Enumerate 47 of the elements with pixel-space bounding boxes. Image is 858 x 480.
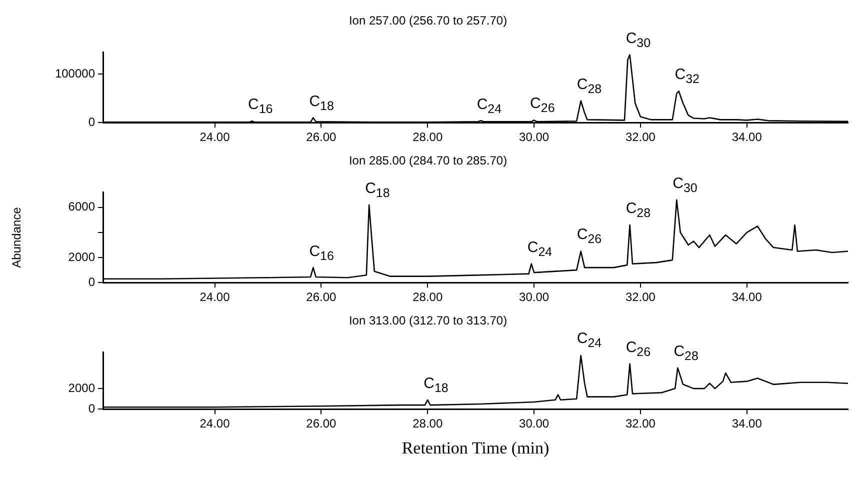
annotation: C$_{26}$ bbox=[626, 338, 651, 360]
x-tick-label: 26.00 bbox=[306, 130, 337, 144]
chart-title: Ion 313.00 (312.70 to 313.70) bbox=[348, 314, 508, 328]
annotation: C$_{24}$ bbox=[527, 238, 552, 260]
annotation: C$_{18}$ bbox=[424, 374, 448, 396]
y-tick-label: 2000 bbox=[68, 250, 96, 264]
annotation: C$_{16}$ bbox=[248, 96, 273, 118]
y-tick-label: 0 bbox=[88, 274, 96, 289]
chart-title: Ion 257.00 (256.70 to 257.70) bbox=[348, 14, 508, 28]
annotation: C$_{32}$ bbox=[674, 66, 700, 88]
annotation: C$_{24}$ bbox=[576, 330, 602, 352]
annotation: C$_{16}$ bbox=[309, 242, 334, 264]
annotation: C$_{28}$ bbox=[674, 342, 698, 364]
x-tick-label: 28.00 bbox=[412, 416, 443, 431]
x-tick-label: 32.00 bbox=[625, 416, 656, 431]
annotation: C$_{24}$ bbox=[476, 96, 502, 117]
y-tick-label: 6000 bbox=[68, 200, 96, 214]
annotation: C$_{30}$ bbox=[672, 174, 698, 196]
x-tick-label: 24.00 bbox=[200, 290, 230, 304]
annotation: C$_{26}$ bbox=[530, 95, 555, 116]
annotation: C$_{18}$ bbox=[365, 180, 390, 201]
x-tick-label: 26.00 bbox=[306, 290, 337, 304]
x-tick-label: 24.00 bbox=[200, 416, 230, 431]
x-tick-label: 28.00 bbox=[412, 290, 443, 304]
x-tick-label: 34.00 bbox=[732, 290, 762, 304]
x-axis-title: Retention Time (min) bbox=[402, 438, 550, 458]
x-tick-label: 34.00 bbox=[732, 416, 762, 431]
x-tick-label: 26.00 bbox=[306, 416, 337, 431]
x-tick-label: 32.00 bbox=[625, 130, 656, 144]
x-tick-label: 30.00 bbox=[519, 416, 550, 431]
annotation: C$_{26}$ bbox=[576, 226, 602, 248]
x-tick-label: 28.00 bbox=[412, 130, 443, 144]
annotation: C$_{18}$ bbox=[309, 92, 334, 114]
y-tick-label: 100000 bbox=[54, 66, 96, 80]
y-tick-label: 0 bbox=[88, 402, 96, 416]
y-tick-label: 2000 bbox=[68, 380, 96, 395]
x-tick-label: 34.00 bbox=[732, 130, 762, 144]
chart-title: Ion 285.00 (284.70 to 285.70) bbox=[348, 154, 508, 168]
x-tick-label: 32.00 bbox=[625, 290, 656, 304]
y-tick-label: 0 bbox=[88, 114, 96, 129]
x-tick-label: 30.00 bbox=[519, 290, 550, 304]
annotation: C$_{28}$ bbox=[626, 200, 651, 221]
x-tick-label: 24.00 bbox=[200, 130, 230, 144]
annotation: C$_{28}$ bbox=[576, 76, 602, 97]
annotation: C$_{30}$ bbox=[626, 30, 651, 51]
y-axis-title: Abundance bbox=[10, 206, 24, 268]
x-tick-label: 30.00 bbox=[519, 130, 550, 144]
